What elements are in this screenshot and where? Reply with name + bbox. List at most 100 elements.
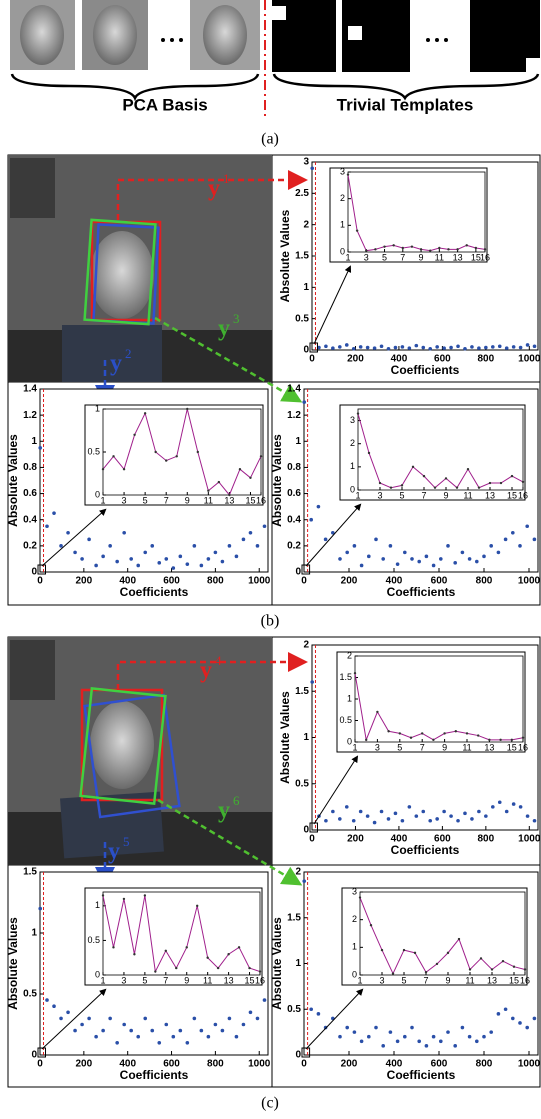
inset-point: [411, 465, 415, 469]
point: [129, 557, 133, 561]
inset-point: [249, 476, 252, 479]
inset-x-tick-label: 16: [255, 975, 265, 985]
point: [421, 345, 426, 350]
inset-x-tick-label: 13: [224, 975, 234, 985]
x-tick-label: 800: [478, 834, 495, 845]
inset-x-tick-label: 1: [355, 490, 360, 500]
point: [497, 344, 502, 349]
inset-point: [376, 710, 379, 714]
y-tick-label: 0: [295, 1050, 301, 1061]
zoom-arrow: [41, 988, 107, 1050]
point: [467, 1034, 472, 1039]
point: [477, 346, 481, 350]
y-tick-label: 1: [295, 436, 301, 447]
x-tick-label: 0: [301, 1059, 307, 1070]
point: [324, 818, 328, 823]
inset-x-tick-label: 11: [465, 975, 474, 985]
point: [101, 1028, 105, 1033]
point: [372, 820, 377, 825]
point: [248, 1010, 253, 1015]
inset-frame: [84, 404, 264, 506]
annotation-base: y: [110, 351, 122, 377]
inset-plot: [102, 891, 261, 976]
point: [475, 1039, 479, 1044]
point: [511, 530, 515, 535]
inset-point: [133, 953, 136, 956]
zoom-arrow: [305, 503, 362, 567]
point: [446, 1030, 450, 1034]
inset-point: [401, 246, 404, 250]
y-tick-label: 1.2: [287, 410, 301, 421]
inset-x-tick-label: 1: [100, 495, 105, 505]
point: [352, 1030, 357, 1034]
inset-point: [165, 459, 168, 462]
inset-frame: [84, 887, 263, 986]
point: [73, 1028, 77, 1033]
inset-y-tick-label: 0: [95, 969, 100, 979]
point: [463, 346, 467, 351]
point: [122, 1022, 126, 1027]
point: [344, 343, 349, 347]
point: [302, 400, 307, 404]
inset-point: [259, 455, 263, 458]
point: [463, 811, 467, 816]
inset-point: [410, 245, 414, 248]
inset-x-tick-label: 5: [382, 252, 387, 262]
inset-point: [510, 474, 514, 478]
point: [518, 805, 523, 809]
point: [374, 1025, 378, 1030]
point: [388, 544, 393, 548]
point: [255, 1016, 260, 1021]
point: [467, 557, 472, 561]
inset-x-tick-label: 15: [471, 252, 481, 262]
point: [525, 814, 530, 818]
inset-x-tick-label: 1: [357, 975, 362, 985]
point: [460, 1025, 465, 1030]
point: [52, 511, 56, 515]
inset-x-tick-label: 3: [379, 975, 384, 985]
point: [525, 343, 530, 347]
zoom-arrow: [305, 988, 364, 1050]
y-tick-label: 0.5: [295, 778, 309, 789]
y-tick-label: 0: [303, 345, 309, 356]
chart: 0 0.5 1 1.5 2 0 200 400 600 800 1000 Coefficients Ab…: [278, 640, 541, 858]
x-axis-label: Coefficients: [120, 1068, 189, 1082]
point: [449, 814, 453, 818]
point: [439, 1039, 443, 1044]
y-axis-label: Absolute Values: [6, 917, 20, 1010]
inset-point: [521, 736, 525, 739]
inset-point: [358, 896, 362, 899]
point: [73, 550, 77, 555]
y-tick-label: 3: [303, 157, 309, 168]
point: [496, 1012, 501, 1016]
inset-x-tick-label: 15: [507, 490, 517, 500]
y-tick-label: 1.4: [287, 384, 301, 395]
inset-y-tick-label: 2: [347, 650, 352, 660]
x-tick-label: 200: [341, 576, 358, 587]
inset-point: [101, 468, 105, 471]
inset-point: [429, 249, 432, 252]
point: [164, 557, 169, 561]
x-tick-label: 1000: [518, 1059, 541, 1070]
point: [248, 530, 253, 535]
inset-y-tick-label: 0: [340, 246, 345, 256]
inset-y-tick-label: 0: [352, 969, 357, 979]
x-tick-label: 600: [434, 354, 451, 365]
inset-point: [419, 248, 423, 251]
point: [309, 1007, 314, 1012]
chart: 0 0.5 1 1.5 2 2.5 3 0 200 400 600 800 1000 Coefficien…: [278, 157, 541, 378]
point: [518, 1021, 522, 1025]
point: [94, 563, 98, 568]
pca-basis-images: [10, 0, 260, 102]
inset-point: [479, 957, 483, 960]
x-tick-label: 0: [37, 576, 43, 587]
inset-point: [521, 480, 525, 484]
point: [45, 998, 49, 1002]
point: [262, 998, 267, 1002]
inset-plot: [357, 408, 524, 491]
point: [395, 562, 400, 566]
inset-point: [206, 956, 209, 959]
point: [331, 530, 335, 535]
y-tick-label: 2: [303, 219, 309, 230]
point: [199, 563, 204, 568]
